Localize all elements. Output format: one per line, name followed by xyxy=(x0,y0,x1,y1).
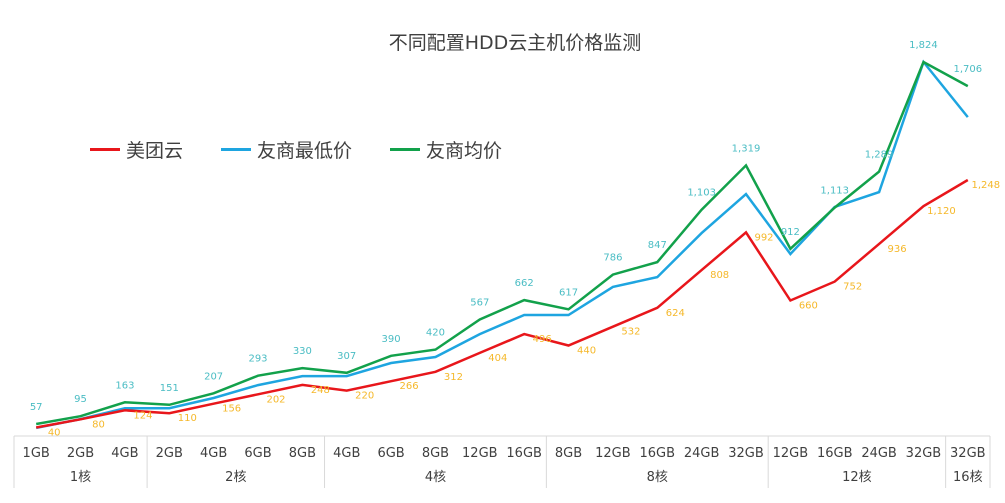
x-group-label: 4核 xyxy=(425,470,446,485)
legend-swatch xyxy=(390,148,421,151)
data-label: 248 xyxy=(311,385,330,396)
data-label: 202 xyxy=(266,394,285,405)
data-label: 163 xyxy=(115,380,134,391)
x-tick-label: 16GB xyxy=(506,446,542,461)
data-label: 95 xyxy=(74,394,87,405)
x-tick-label: 1GB xyxy=(23,446,50,461)
x-tick-label: 4GB xyxy=(111,446,138,461)
data-label: 1,248 xyxy=(971,180,1000,191)
data-label: 532 xyxy=(621,327,640,338)
legend-swatch xyxy=(90,148,120,151)
data-label: 40 xyxy=(48,428,61,439)
data-label: 307 xyxy=(337,351,356,362)
data-label: 390 xyxy=(382,334,401,345)
x-tick-label: 2GB xyxy=(156,446,183,461)
legend-item[interactable]: 友商最低价 xyxy=(221,136,352,163)
chart-title: 不同配置HDD云主机价格监测 xyxy=(388,32,642,54)
data-label: 1,824 xyxy=(909,40,938,51)
series-line-2 xyxy=(35,60,969,426)
x-tick-label: 16GB xyxy=(639,446,675,461)
data-label: 496 xyxy=(533,334,552,345)
data-label: 293 xyxy=(248,354,267,365)
x-tick-label: 8GB xyxy=(289,446,316,461)
data-label: 624 xyxy=(666,308,685,319)
x-tick-label: 4GB xyxy=(333,446,360,461)
x-tick-label: 32GB xyxy=(906,446,942,461)
x-tick-label: 6GB xyxy=(244,446,271,461)
x-tick-label: 12GB xyxy=(773,446,809,461)
data-label: 156 xyxy=(222,404,241,415)
legend-swatch xyxy=(221,148,252,151)
series-line-1 xyxy=(35,59,969,430)
data-label: 847 xyxy=(648,240,667,251)
data-label: 420 xyxy=(426,328,445,339)
x-tick-label: 16GB xyxy=(817,446,853,461)
data-label: 404 xyxy=(488,353,507,364)
data-label: 662 xyxy=(515,278,534,289)
data-label: 207 xyxy=(204,371,223,382)
data-label: 220 xyxy=(355,391,374,402)
data-label: 1,706 xyxy=(953,64,982,75)
data-label: 1,103 xyxy=(687,188,716,199)
data-label: 440 xyxy=(577,346,596,357)
data-label: 151 xyxy=(160,383,179,394)
data-label: 936 xyxy=(888,244,907,255)
series-line-0 xyxy=(35,178,969,429)
data-label: 1,289 xyxy=(865,150,894,161)
data-label: 617 xyxy=(559,287,578,298)
data-label: 1,120 xyxy=(927,206,956,217)
legend-item[interactable]: 友商均价 xyxy=(390,136,502,163)
data-label: 786 xyxy=(603,253,622,264)
data-label: 80 xyxy=(92,419,105,430)
x-tick-label: 24GB xyxy=(684,446,720,461)
x-group-label: 8核 xyxy=(647,470,668,485)
legend: 美团云 友商最低价 友商均价 xyxy=(90,136,540,163)
data-label: 567 xyxy=(470,298,489,309)
data-label: 912 xyxy=(781,227,800,238)
x-tick-label: 4GB xyxy=(200,446,227,461)
x-group-label: 1核 xyxy=(70,470,91,485)
x-tick-label: 8GB xyxy=(555,446,582,461)
legend-item[interactable]: 美团云 xyxy=(90,136,183,163)
data-label: 312 xyxy=(444,372,463,383)
x-tick-label: 32GB xyxy=(728,446,764,461)
x-group-label: 12核 xyxy=(842,470,872,485)
x-tick-label: 2GB xyxy=(67,446,94,461)
x-group-label: 2核 xyxy=(225,470,246,485)
x-tick-label: 24GB xyxy=(861,446,897,461)
data-label: 330 xyxy=(293,346,312,357)
legend-label: 友商均价 xyxy=(426,140,503,162)
x-tick-label: 6GB xyxy=(377,446,404,461)
data-label: 808 xyxy=(710,270,729,281)
data-label: 110 xyxy=(178,413,197,424)
x-group-label: 16核 xyxy=(953,470,983,485)
data-label: 660 xyxy=(799,300,818,311)
x-tick-label: 32GB xyxy=(950,446,986,461)
legend-label: 友商最低价 xyxy=(257,140,353,162)
data-label: 57 xyxy=(30,402,43,413)
data-label: 266 xyxy=(400,381,419,392)
legend-label: 美团云 xyxy=(126,140,184,162)
x-tick-label: 8GB xyxy=(422,446,449,461)
data-label: 1,319 xyxy=(732,143,761,154)
data-label: 752 xyxy=(843,282,862,293)
data-label: 124 xyxy=(133,410,152,421)
x-tick-label: 12GB xyxy=(462,446,498,461)
data-label: 992 xyxy=(754,232,773,243)
data-label: 1,113 xyxy=(820,186,849,197)
x-tick-label: 12GB xyxy=(595,446,631,461)
